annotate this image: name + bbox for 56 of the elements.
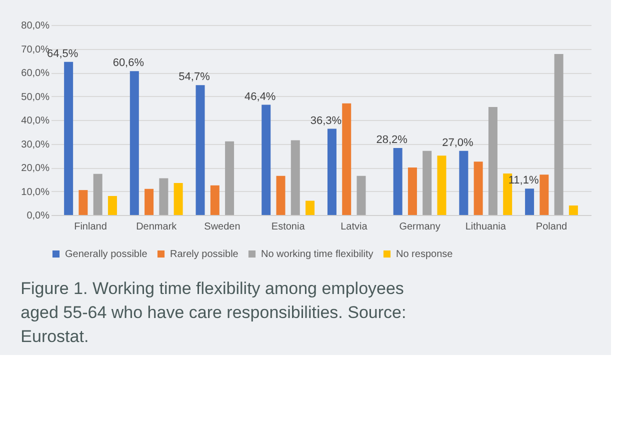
data-label: 27,0% bbox=[442, 136, 474, 149]
x-tick-label: Denmark bbox=[136, 222, 178, 232]
data-label: 54,7% bbox=[178, 71, 210, 84]
bar bbox=[393, 148, 402, 215]
bar bbox=[130, 71, 139, 215]
bar bbox=[225, 141, 234, 215]
y-tick-label: 60,0% bbox=[21, 68, 50, 79]
legend-label: No response bbox=[396, 249, 454, 260]
data-label: 36,3% bbox=[310, 114, 342, 127]
x-tick-label: Estonia bbox=[271, 222, 306, 232]
bar bbox=[488, 106, 498, 215]
y-tick-label: 40,0% bbox=[21, 116, 50, 126]
legend-label: Generally possible bbox=[65, 249, 148, 260]
bar bbox=[93, 174, 102, 215]
bar bbox=[306, 200, 315, 215]
bar bbox=[144, 188, 154, 215]
bar bbox=[64, 62, 74, 215]
bar bbox=[422, 150, 432, 215]
legend-label: Rarely possible bbox=[170, 249, 239, 260]
x-tick-label: Germany bbox=[399, 222, 440, 232]
bar bbox=[554, 54, 564, 215]
y-tick-label: 30,0% bbox=[21, 139, 50, 150]
bar bbox=[262, 104, 271, 215]
y-tick-label: 20,0% bbox=[21, 163, 50, 174]
bar bbox=[342, 103, 352, 215]
bar bbox=[210, 185, 220, 215]
bar bbox=[356, 176, 366, 215]
bar bbox=[108, 196, 117, 215]
bar bbox=[525, 188, 534, 215]
bar bbox=[78, 190, 88, 215]
bar bbox=[568, 206, 578, 215]
bar bbox=[540, 174, 549, 215]
bar bbox=[276, 176, 286, 215]
y-tick-label: 0,0% bbox=[26, 210, 50, 222]
y-tick-label: 80,0% bbox=[21, 20, 50, 32]
x-tick-label: Sweden bbox=[204, 222, 240, 232]
bar bbox=[159, 178, 168, 215]
bar bbox=[196, 85, 205, 215]
bar bbox=[474, 162, 483, 215]
legend-label: No working time flexibility bbox=[261, 249, 374, 260]
bar bbox=[408, 168, 417, 215]
data-label: 46,4% bbox=[244, 90, 276, 103]
y-tick-label: 50,0% bbox=[21, 92, 50, 103]
bar bbox=[290, 140, 300, 215]
x-tick-label: Lithuania bbox=[465, 222, 506, 232]
x-tick-label: Latvia bbox=[340, 222, 368, 232]
y-tick-label: 10,0% bbox=[21, 186, 50, 198]
bar bbox=[327, 128, 336, 215]
data-label: 28,2% bbox=[376, 134, 408, 146]
x-tick-label: Finland bbox=[74, 222, 107, 232]
bar bbox=[459, 150, 468, 215]
data-label: 60,6% bbox=[112, 57, 144, 70]
bar bbox=[437, 156, 446, 215]
bar bbox=[174, 182, 183, 215]
caption: Figure 1. Working time flexibility among employees aged 55-64 who have care responsibilities. Source: Eurostat. bbox=[20, 279, 406, 346]
x-tick-label: Poland bbox=[536, 222, 568, 232]
